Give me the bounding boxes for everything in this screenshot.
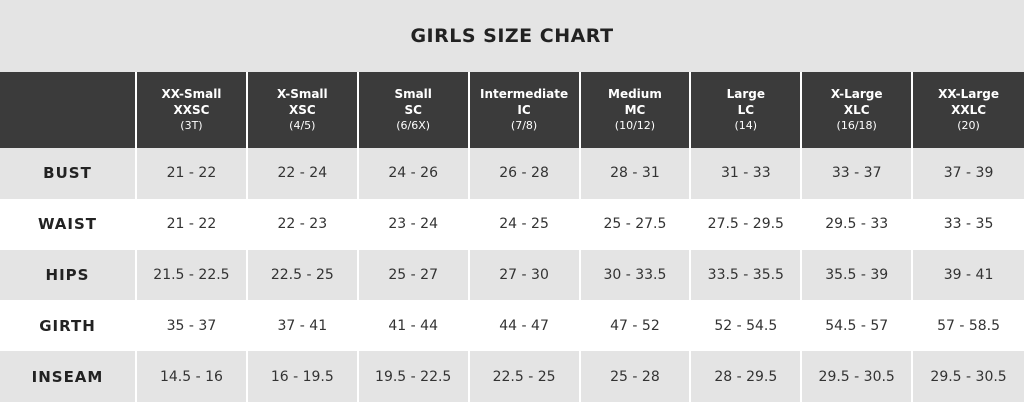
header-corner bbox=[0, 72, 137, 148]
size-age: (20) bbox=[957, 119, 980, 132]
measure-cell: 35.5 - 39 bbox=[802, 249, 914, 301]
measure-cell: 31 - 33 bbox=[691, 148, 803, 199]
row-label: GIRTH bbox=[0, 300, 137, 352]
header-cell: Medium MC (10/12) bbox=[580, 72, 692, 148]
row-label: BUST bbox=[0, 148, 137, 199]
measure-cell: 25 - 28 bbox=[580, 351, 692, 402]
row-label: INSEAM bbox=[0, 351, 137, 402]
size-name: XX-Small bbox=[161, 87, 222, 101]
size-age: (14) bbox=[734, 119, 758, 132]
header-cell: XX-Small XXSC (3T) bbox=[137, 72, 248, 148]
title: GIRLS SIZE CHART bbox=[0, 0, 1024, 72]
measure-cell: 28 - 31 bbox=[580, 148, 692, 199]
measure-cell: 21 - 22 bbox=[137, 198, 248, 250]
size-name: Medium bbox=[608, 87, 662, 101]
size-age: (7/8) bbox=[510, 119, 538, 132]
measure-cell: 22.5 - 25 bbox=[247, 249, 359, 301]
measure-cell: 24 - 26 bbox=[358, 148, 470, 199]
size-code: IC bbox=[517, 103, 531, 117]
header-cell: Large LC (14) bbox=[691, 72, 803, 148]
measure-cell: 33.5 - 35.5 bbox=[691, 249, 803, 301]
measure-cell: 37 - 41 bbox=[247, 300, 359, 352]
measure-cell: 37 - 39 bbox=[913, 148, 1024, 199]
measure-cell: 25 - 27.5 bbox=[580, 198, 692, 250]
measure-cell: 41 - 44 bbox=[358, 300, 470, 352]
measure-cell: 30 - 33.5 bbox=[580, 249, 692, 301]
size-age: (10/12) bbox=[614, 119, 656, 132]
measure-cell: 21.5 - 22.5 bbox=[137, 249, 248, 301]
size-table: XX-Small XXSC (3T) X-Small XSC (4/5) Small SC (6… bbox=[0, 72, 1024, 402]
size-name: Intermediate bbox=[480, 87, 569, 101]
size-name: XX-Large bbox=[938, 87, 1000, 101]
measure-cell: 19.5 - 22.5 bbox=[358, 351, 470, 402]
measure-cell: 22 - 23 bbox=[247, 198, 359, 250]
measure-cell: 47 - 52 bbox=[580, 300, 692, 352]
measure-cell: 57 - 58.5 bbox=[913, 300, 1024, 352]
measure-cell: 44 - 47 bbox=[469, 300, 581, 352]
size-name: Large bbox=[726, 87, 765, 101]
measure-cell: 52 - 54.5 bbox=[691, 300, 803, 352]
measure-cell: 29.5 - 30.5 bbox=[913, 351, 1024, 402]
size-name: X-Large bbox=[830, 87, 883, 101]
size-code: XXSC bbox=[173, 103, 210, 117]
measure-cell: 16 - 19.5 bbox=[247, 351, 359, 402]
measure-cell: 24 - 25 bbox=[469, 198, 581, 250]
size-code: XSC bbox=[288, 103, 316, 117]
measure-cell: 26 - 28 bbox=[469, 148, 581, 199]
size-age: (4/5) bbox=[289, 119, 316, 132]
row-label: HIPS bbox=[0, 249, 137, 301]
measure-cell: 23 - 24 bbox=[358, 198, 470, 250]
header-cell: XX-Large XXLC (20) bbox=[913, 72, 1024, 148]
measure-cell: 27 - 30 bbox=[469, 249, 581, 301]
size-age: (3T) bbox=[180, 119, 203, 132]
measure-cell: 35 - 37 bbox=[137, 300, 248, 352]
measure-cell: 54.5 - 57 bbox=[802, 300, 914, 352]
measure-cell: 28 - 29.5 bbox=[691, 351, 803, 402]
measure-cell: 25 - 27 bbox=[358, 249, 470, 301]
measure-cell: 22.5 - 25 bbox=[469, 351, 581, 402]
row-label: WAIST bbox=[0, 198, 137, 250]
size-code: XXLC bbox=[951, 103, 987, 117]
header-cell: Small SC (6/6X) bbox=[358, 72, 470, 148]
size-age: (16/18) bbox=[836, 119, 877, 132]
measure-cell: 14.5 - 16 bbox=[137, 351, 248, 402]
size-code: LC bbox=[737, 103, 755, 117]
header-cell: X-Small XSC (4/5) bbox=[247, 72, 359, 148]
size-code: SC bbox=[404, 103, 422, 117]
measure-cell: 21 - 22 bbox=[137, 148, 248, 199]
header-cell: Intermediate IC (7/8) bbox=[469, 72, 581, 148]
size-code: MC bbox=[624, 103, 646, 117]
size-code: XLC bbox=[843, 103, 870, 117]
measure-cell: 39 - 41 bbox=[913, 249, 1024, 301]
measure-cell: 33 - 35 bbox=[913, 198, 1024, 250]
measure-cell: 29.5 - 30.5 bbox=[802, 351, 914, 402]
size-age: (6/6X) bbox=[396, 119, 431, 132]
measure-cell: 22 - 24 bbox=[247, 148, 359, 199]
size-name: Small bbox=[394, 87, 432, 101]
measure-cell: 27.5 - 29.5 bbox=[691, 198, 803, 250]
size-name: X-Small bbox=[276, 87, 328, 101]
measure-cell: 29.5 - 33 bbox=[802, 198, 914, 250]
header-cell: X-Large XLC (16/18) bbox=[802, 72, 914, 148]
measure-cell: 33 - 37 bbox=[802, 148, 914, 199]
